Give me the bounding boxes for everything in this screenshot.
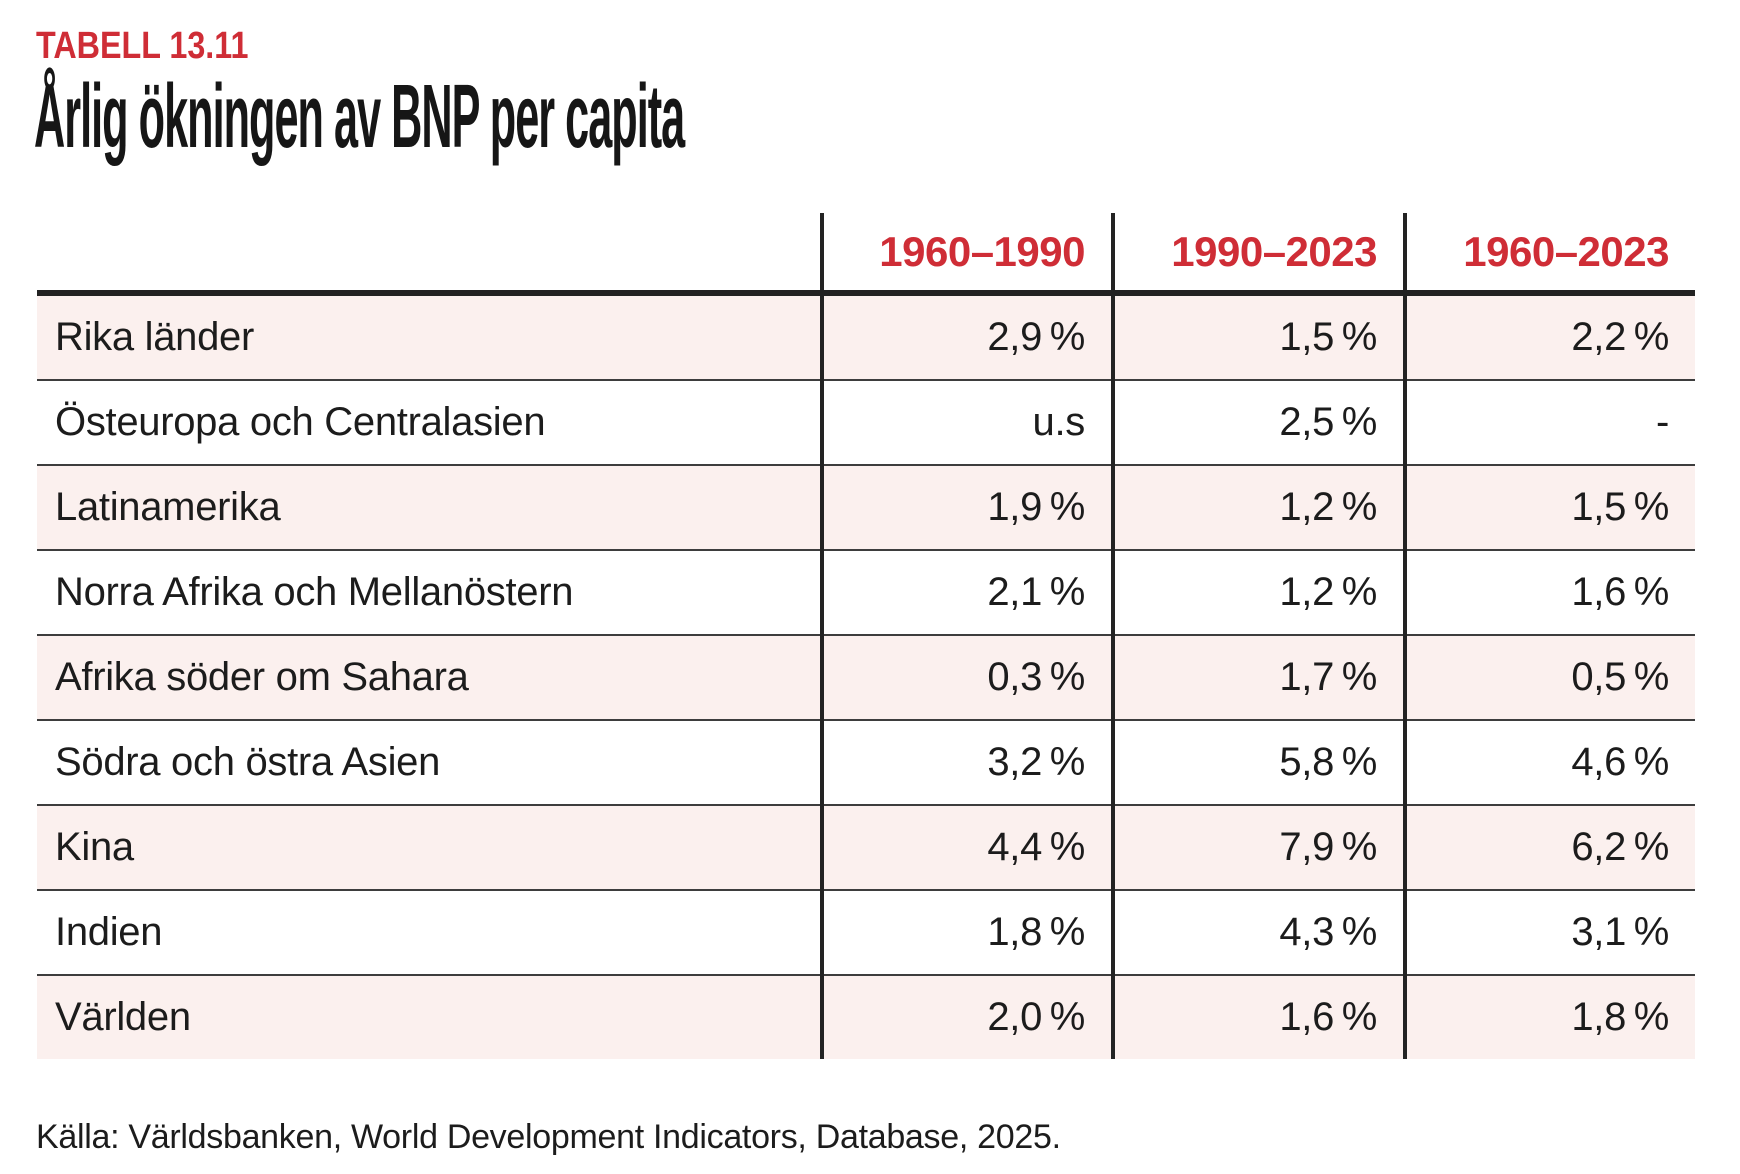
row-label: Indien — [37, 889, 822, 975]
value-cell: 1,5 % — [1403, 464, 1695, 550]
value-cell: u.s — [820, 379, 1113, 465]
table-number-kicker: TABELL 13.11 — [36, 25, 249, 67]
value-cell: 7,9 % — [1111, 804, 1405, 890]
value-cell: 1,6 % — [1111, 974, 1405, 1059]
value-cell: 1,7 % — [1111, 634, 1405, 720]
value-cell: 1,5 % — [1111, 293, 1405, 380]
value-cell: 4,3 % — [1111, 889, 1405, 975]
row-label: Södra och östra Asien — [37, 719, 822, 805]
value-cell: 2,9 % — [820, 293, 1113, 380]
value-cell: 1,2 % — [1111, 464, 1405, 550]
row-label: Norra Afrika och Mellanöstern — [37, 549, 822, 635]
value-cell: 1,8 % — [1403, 974, 1695, 1059]
row-label: Världen — [37, 974, 822, 1059]
value-cell: 1,9 % — [820, 464, 1113, 550]
table-row: Kina 4,4 % 7,9 % 6,2 % — [37, 804, 1695, 890]
value-cell: 0,3 % — [820, 634, 1113, 720]
column-header-1960-1990: 1960–1990 — [820, 213, 1113, 296]
value-cell: 1,6 % — [1403, 549, 1695, 635]
column-header-empty — [37, 213, 822, 296]
table-row: Världen 2,0 % 1,6 % 1,8 % — [37, 974, 1695, 1059]
row-label: Kina — [37, 804, 822, 890]
table-row: Indien 1,8 % 4,3 % 3,1 % — [37, 889, 1695, 975]
table-row: Norra Afrika och Mellanöstern 2,1 % 1,2 … — [37, 549, 1695, 635]
value-cell: 4,6 % — [1403, 719, 1695, 805]
value-cell: 2,5 % — [1111, 379, 1405, 465]
gdp-growth-table: 1960–1990 1990–2023 1960–2023 Rika lände… — [37, 213, 1695, 1059]
value-cell: 2,2 % — [1403, 293, 1695, 380]
value-cell: 4,4 % — [820, 804, 1113, 890]
header-row: 1960–1990 1990–2023 1960–2023 — [37, 213, 1695, 296]
column-header-1990-2023: 1990–2023 — [1111, 213, 1405, 296]
value-cell: 0,5 % — [1403, 634, 1695, 720]
value-cell: 2,1 % — [820, 549, 1113, 635]
table-row: Södra och östra Asien 3,2 % 5,8 % 4,6 % — [37, 719, 1695, 805]
value-cell: 3,2 % — [820, 719, 1113, 805]
value-cell: 3,1 % — [1403, 889, 1695, 975]
value-cell: 5,8 % — [1111, 719, 1405, 805]
page-title: Årlig ökningen av BNP per capita — [34, 67, 685, 167]
table-row: Rika länder 2,9 % 1,5 % 2,2 % — [37, 293, 1695, 380]
data-table: 1960–1990 1990–2023 1960–2023 Rika lände… — [37, 213, 1695, 1059]
row-label: Afrika söder om Sahara — [37, 634, 822, 720]
value-cell: 6,2 % — [1403, 804, 1695, 890]
value-cell: 1,2 % — [1111, 549, 1405, 635]
row-label: Östeuropa och Centralasien — [37, 379, 822, 465]
table-row: Afrika söder om Sahara 0,3 % 1,7 % 0,5 % — [37, 634, 1695, 720]
value-cell: 1,8 % — [820, 889, 1113, 975]
value-cell: - — [1403, 379, 1695, 465]
value-cell: 2,0 % — [820, 974, 1113, 1059]
row-label: Rika länder — [37, 293, 822, 380]
table-row: Latinamerika 1,9 % 1,2 % 1,5 % — [37, 464, 1695, 550]
column-header-1960-2023: 1960–2023 — [1403, 213, 1695, 296]
table-row: Östeuropa och Centralasien u.s 2,5 % - — [37, 379, 1695, 465]
source-note: Källa: Världsbanken, World Development I… — [36, 1118, 1061, 1156]
row-label: Latinamerika — [37, 464, 822, 550]
